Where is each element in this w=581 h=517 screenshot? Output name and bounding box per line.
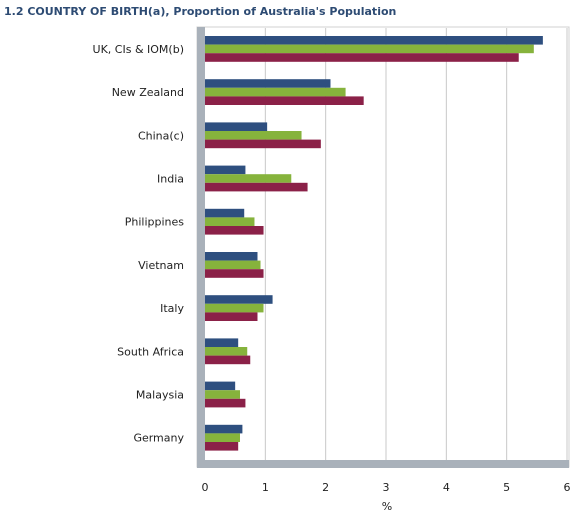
bar — [205, 312, 258, 321]
category-label: China(c) — [138, 129, 184, 142]
bar — [205, 174, 292, 183]
bar — [205, 79, 331, 88]
bar — [205, 208, 245, 218]
x-tick-label: 2 — [322, 481, 329, 494]
bar — [205, 182, 308, 192]
category-label: New Zealand — [112, 86, 184, 99]
bar — [205, 217, 255, 226]
chart-title: 1.2 COUNTRY OF BIRTH(a), Proportion of A… — [4, 5, 397, 18]
bar — [205, 226, 264, 235]
bar — [205, 260, 261, 270]
category-label: Philippines — [125, 216, 185, 229]
bar — [205, 53, 519, 62]
bar — [205, 390, 240, 399]
bar — [205, 424, 243, 434]
bar — [205, 36, 543, 45]
category-label: UK, CIs & IOM(b) — [93, 43, 184, 56]
bar — [205, 44, 534, 54]
bar — [205, 303, 264, 313]
bar — [205, 252, 258, 261]
category-label: Vietnam — [138, 259, 184, 272]
bar — [205, 87, 346, 97]
bar — [205, 433, 240, 442]
category-labels: UK, CIs & IOM(b) New Zealand China(c) India… — [93, 43, 185, 445]
x-axis-title: % — [382, 500, 392, 513]
bar — [205, 96, 364, 105]
bar — [205, 398, 246, 408]
bar — [205, 442, 239, 451]
x-tick-label: 6 — [564, 481, 571, 494]
bar — [205, 381, 236, 391]
category-label: South Africa — [117, 345, 184, 358]
x-tick-label: 5 — [503, 481, 510, 494]
bar — [205, 269, 264, 278]
bar — [205, 295, 273, 304]
x-tick-label: 3 — [383, 481, 390, 494]
bar — [205, 338, 239, 347]
category-label: Germany — [133, 432, 184, 445]
bar — [205, 122, 268, 131]
floor-band — [197, 460, 569, 468]
left-wall — [197, 27, 205, 467]
category-label: India — [157, 173, 184, 186]
bar — [205, 139, 321, 149]
x-tick-label: 1 — [262, 481, 269, 494]
bar — [205, 131, 302, 140]
bar — [205, 347, 248, 356]
x-tick-label: 4 — [443, 481, 450, 494]
x-tick-labels: 0 1 2 3 4 5 6 — [202, 481, 571, 494]
x-tick-label: 0 — [202, 481, 209, 494]
bar — [205, 355, 251, 365]
bars — [205, 36, 543, 451]
category-label: Italy — [160, 302, 184, 315]
category-label: Malaysia — [136, 389, 184, 402]
bar — [205, 165, 246, 175]
